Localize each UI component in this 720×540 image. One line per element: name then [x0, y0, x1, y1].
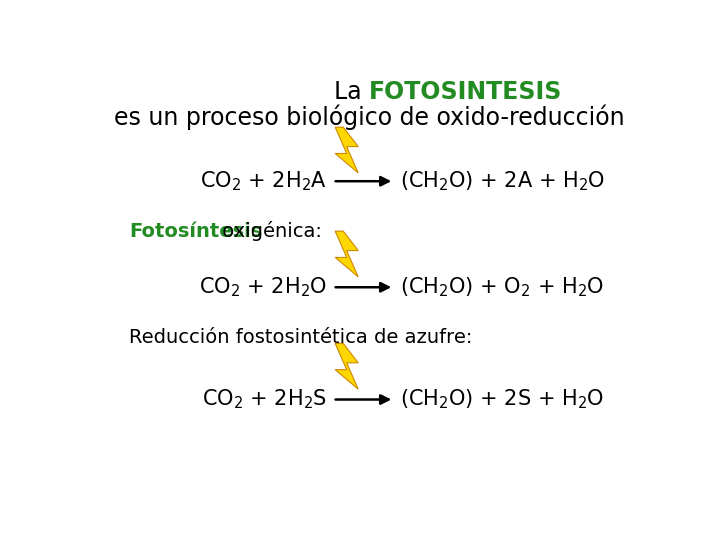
- Text: (CH$_2$O) + 2A + H$_2$O: (CH$_2$O) + 2A + H$_2$O: [400, 170, 605, 193]
- Text: (CH$_2$O) + 2S + H$_2$O: (CH$_2$O) + 2S + H$_2$O: [400, 388, 604, 411]
- Text: FOTOSINTESIS: FOTOSINTESIS: [369, 80, 562, 104]
- Text: La: La: [334, 80, 369, 104]
- Text: CO$_2$ + 2H$_2$S: CO$_2$ + 2H$_2$S: [202, 388, 327, 411]
- Text: es un proceso biológico de oxido-reducción: es un proceso biológico de oxido-reducci…: [114, 104, 624, 130]
- Polygon shape: [336, 343, 358, 389]
- Text: Reducción fostosintética de azufre:: Reducción fostosintética de azufre:: [129, 328, 472, 347]
- Text: oxigénica:: oxigénica:: [215, 221, 321, 241]
- Text: (CH$_2$O) + O$_2$ + H$_2$O: (CH$_2$O) + O$_2$ + H$_2$O: [400, 275, 604, 299]
- Text: CO$_2$ + 2H$_2$O: CO$_2$ + 2H$_2$O: [199, 275, 327, 299]
- Polygon shape: [336, 231, 358, 277]
- Text: Fotosíntesis: Fotosíntesis: [129, 221, 262, 241]
- Text: CO$_2$ + 2H$_2$A: CO$_2$ + 2H$_2$A: [200, 170, 327, 193]
- Polygon shape: [336, 127, 358, 173]
